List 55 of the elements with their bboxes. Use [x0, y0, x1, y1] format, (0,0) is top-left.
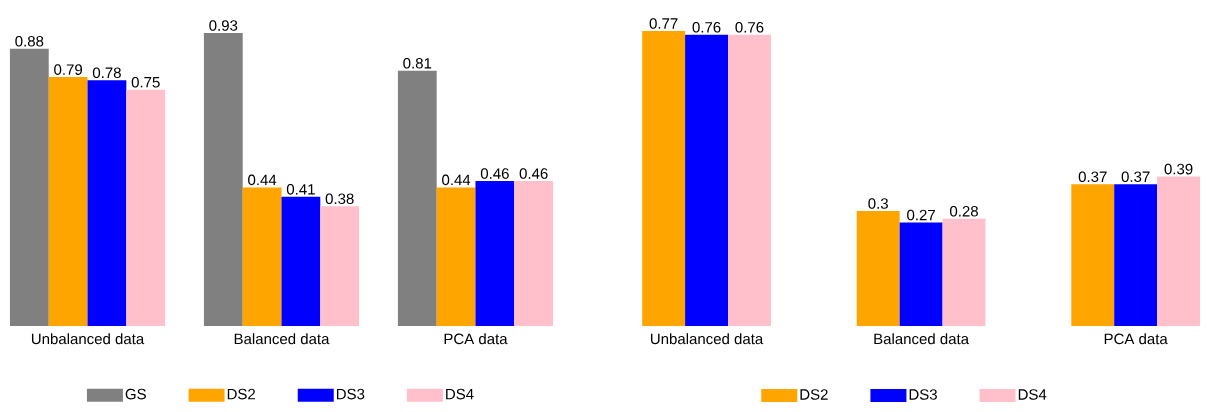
legend-label: DS3: [909, 389, 937, 400]
bar: [281, 196, 321, 326]
legend-label: DS2: [800, 389, 828, 400]
bar: [87, 80, 127, 326]
data-label: 0.44: [248, 174, 277, 186]
bar: [9, 48, 49, 326]
bar: [899, 222, 943, 326]
bar: [48, 77, 88, 326]
x-tick-label: Balanced data: [234, 333, 330, 345]
bar: [942, 218, 986, 326]
legend-label: DS3: [336, 388, 365, 400]
data-label: 0.93: [209, 20, 238, 31]
bar: [436, 187, 476, 326]
bar: [1071, 184, 1115, 326]
legend-label: DS4: [446, 388, 474, 400]
data-label: 0.41: [286, 184, 315, 195]
bar: [856, 211, 900, 326]
bar: [320, 206, 360, 326]
bar: [514, 181, 554, 326]
bar: [203, 33, 243, 326]
bar: [642, 31, 686, 326]
data-label: 0.37: [1078, 171, 1107, 183]
data-label: 0.79: [54, 64, 83, 75]
legend-label: GS: [125, 388, 146, 400]
x-tick-label: Balanced data: [874, 333, 970, 345]
bar: [126, 89, 166, 326]
x-tick-label: Unbalanced data: [651, 333, 764, 345]
bar: [1114, 184, 1158, 326]
data-label: 0.27: [907, 209, 935, 221]
data-label: 0.3: [868, 198, 888, 209]
data-label: 0.75: [131, 76, 160, 88]
x-tick-label: Unbalanced data: [31, 333, 145, 345]
data-label: 0.77: [649, 18, 678, 29]
data-label: 0.39: [1164, 163, 1193, 175]
bar: [475, 181, 515, 326]
data-label: 0.46: [519, 168, 548, 179]
x-tick-label: PCA data: [1104, 333, 1168, 345]
data-label: 0.38: [325, 193, 354, 205]
data-label: 0.88: [15, 35, 44, 47]
data-label: 0.46: [480, 168, 509, 179]
legend-label: DS2: [227, 388, 255, 400]
data-label: 0.37: [1121, 171, 1150, 183]
data-label: 0.44: [442, 174, 471, 186]
data-label: 0.76: [735, 22, 764, 33]
bar: [1157, 176, 1201, 326]
legend-label: DS4: [1018, 389, 1047, 400]
bar: [728, 34, 771, 326]
data-label: 0.28: [950, 205, 978, 217]
bar: [397, 70, 437, 326]
x-tick-label: PCA data: [444, 333, 508, 345]
data-label: 0.81: [403, 58, 432, 69]
data-label: 0.76: [692, 22, 721, 33]
bar: [685, 34, 729, 326]
bar: [242, 187, 282, 326]
data-label: 0.78: [92, 67, 121, 79]
